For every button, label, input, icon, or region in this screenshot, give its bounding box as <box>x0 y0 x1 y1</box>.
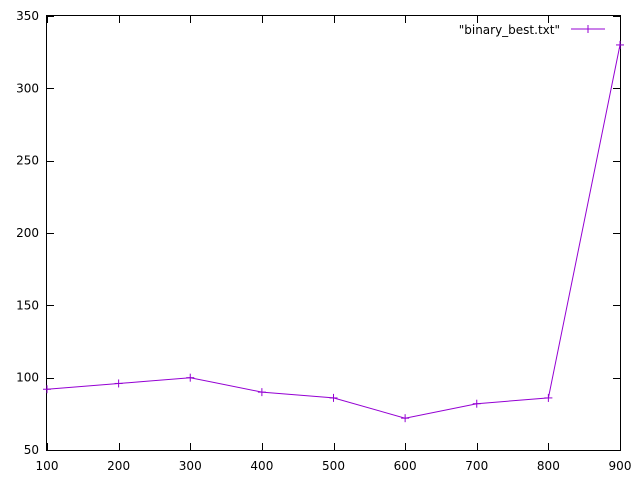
y-tick-label: 250 <box>16 154 39 168</box>
legend: "binary_best.txt" <box>459 23 605 37</box>
x-tick-label: 600 <box>394 459 417 473</box>
y-tick-label: 50 <box>24 443 39 457</box>
x-tick-label: 800 <box>537 459 560 473</box>
y-tick-label: 350 <box>16 9 39 23</box>
x-tick-label: 300 <box>179 459 202 473</box>
data-point <box>472 399 481 408</box>
series-line <box>46 44 621 419</box>
series-marks <box>43 40 624 423</box>
axis-ticks: 100 200 300 400 500 600 700 800 900 50 100 150 200 25… <box>16 9 631 473</box>
data-point <box>616 40 624 49</box>
y-tick-label: 100 <box>16 371 39 385</box>
plot-frame <box>46 15 621 451</box>
data-point <box>401 414 410 423</box>
data-point <box>329 393 338 402</box>
x-tick-label: 400 <box>250 459 273 473</box>
data-point <box>114 379 123 388</box>
legend-label: "binary_best.txt" <box>459 23 560 37</box>
data-point <box>257 388 266 397</box>
x-tick-label: 700 <box>465 459 488 473</box>
x-tick-label: 900 <box>609 459 632 473</box>
x-tick-label: 500 <box>322 459 345 473</box>
y-tick-label: 200 <box>16 226 39 240</box>
data-point <box>544 393 553 402</box>
y-tick-label: 150 <box>16 298 39 312</box>
x-tick-label: 100 <box>36 459 59 473</box>
y-tick-label: 300 <box>16 81 39 95</box>
data-point <box>186 373 195 382</box>
data-point <box>43 385 51 394</box>
x-tick-label: 200 <box>107 459 130 473</box>
